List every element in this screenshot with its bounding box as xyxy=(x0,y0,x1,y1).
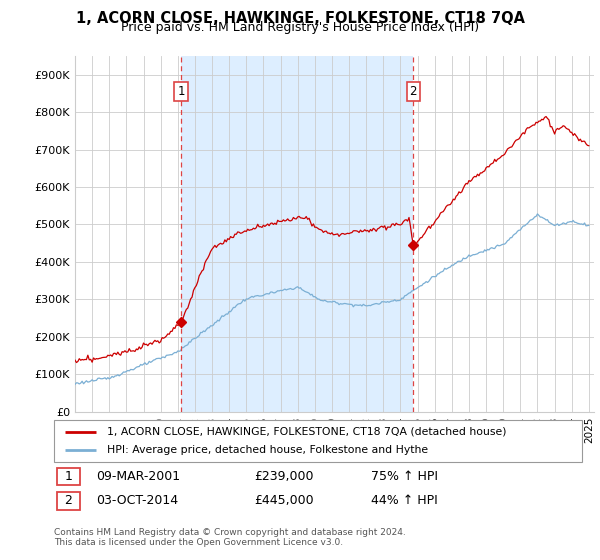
Text: 03-OCT-2014: 03-OCT-2014 xyxy=(96,494,178,507)
Text: 2: 2 xyxy=(410,85,417,98)
FancyBboxPatch shape xyxy=(56,492,80,510)
Text: £445,000: £445,000 xyxy=(254,494,314,507)
Text: 1, ACORN CLOSE, HAWKINGE, FOLKESTONE, CT18 7QA: 1, ACORN CLOSE, HAWKINGE, FOLKESTONE, CT… xyxy=(76,11,524,26)
Text: Contains HM Land Registry data © Crown copyright and database right 2024.
This d: Contains HM Land Registry data © Crown c… xyxy=(54,528,406,547)
Text: Price paid vs. HM Land Registry's House Price Index (HPI): Price paid vs. HM Land Registry's House … xyxy=(121,21,479,34)
Text: 1: 1 xyxy=(65,470,73,483)
Text: 2: 2 xyxy=(65,494,73,507)
Text: HPI: Average price, detached house, Folkestone and Hythe: HPI: Average price, detached house, Folk… xyxy=(107,445,428,455)
Text: 09-MAR-2001: 09-MAR-2001 xyxy=(96,470,181,483)
Text: 1, ACORN CLOSE, HAWKINGE, FOLKESTONE, CT18 7QA (detached house): 1, ACORN CLOSE, HAWKINGE, FOLKESTONE, CT… xyxy=(107,427,506,437)
FancyBboxPatch shape xyxy=(56,468,80,486)
Text: 44% ↑ HPI: 44% ↑ HPI xyxy=(371,494,437,507)
Text: 75% ↑ HPI: 75% ↑ HPI xyxy=(371,470,438,483)
FancyBboxPatch shape xyxy=(54,420,582,462)
Text: £239,000: £239,000 xyxy=(254,470,314,483)
Text: 1: 1 xyxy=(177,85,185,98)
Bar xyxy=(181,56,413,412)
